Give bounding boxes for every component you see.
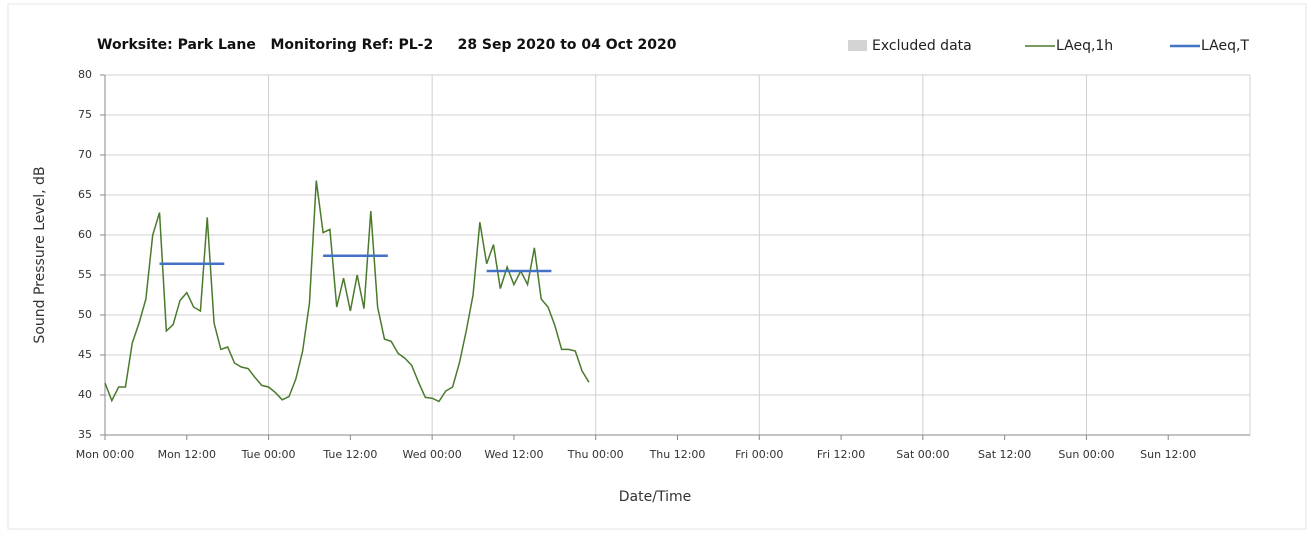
y-tick-label: 65 — [78, 188, 92, 201]
x-tick-label: Thu 12:00 — [649, 448, 706, 461]
y-tick-label: 80 — [78, 68, 92, 81]
legend-label: LAeq,T — [1201, 38, 1249, 54]
y-axis-label: Sound Pressure Level, dB — [32, 166, 48, 343]
x-tick-label: Sun 00:00 — [1058, 448, 1114, 461]
legend-label: Excluded data — [872, 38, 972, 54]
y-tick-label: 40 — [78, 388, 92, 401]
y-tick-label: 55 — [78, 268, 92, 281]
x-tick-label: Sat 00:00 — [896, 448, 949, 461]
x-tick-label: Thu 00:00 — [567, 448, 624, 461]
y-tick-label: 70 — [78, 148, 92, 161]
legend-label: LAeq,1h — [1056, 38, 1113, 54]
y-tick-label: 60 — [78, 228, 92, 241]
series-line — [104, 180, 590, 403]
y-tick-label: 35 — [78, 428, 92, 441]
y-tick-label: 50 — [78, 308, 92, 321]
x-tick-label: Tue 12:00 — [322, 448, 377, 461]
x-tick-label: Sun 12:00 — [1140, 448, 1196, 461]
x-tick-label: Wed 00:00 — [403, 448, 462, 461]
x-tick-label: Fri 12:00 — [817, 448, 865, 461]
x-tick-label: Sat 12:00 — [978, 448, 1031, 461]
series-line — [159, 254, 552, 273]
x-tick-label: Wed 12:00 — [484, 448, 543, 461]
x-tick-label: Mon 00:00 — [76, 448, 134, 461]
chart-title: Worksite: Park Lane Monitoring Ref: PL-2… — [97, 37, 677, 53]
x-tick-label: Tue 00:00 — [241, 448, 296, 461]
y-tick-label: 75 — [78, 108, 92, 121]
frame — [7, 3, 1307, 530]
x-tick-label: Mon 12:00 — [158, 448, 216, 461]
x-axis-label: Date/Time — [619, 489, 691, 505]
legend-swatch — [848, 40, 867, 51]
y-tick-label: 45 — [78, 348, 92, 361]
plot-border — [104, 74, 1251, 436]
x-tick-label: Fri 00:00 — [735, 448, 783, 461]
